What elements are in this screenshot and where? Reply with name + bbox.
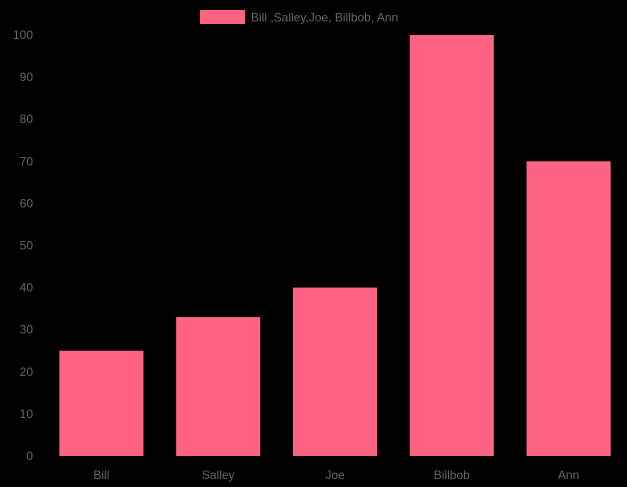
y-tick-label: 80 (20, 112, 34, 126)
legend-swatch (200, 10, 245, 24)
x-tick-label: Salley (202, 468, 235, 482)
bar-bill[interactable] (59, 350, 144, 456)
y-tick-label: 70 (20, 154, 34, 168)
legend[interactable]: Bill ,Salley,Joe, Billbob, Ann (200, 10, 398, 25)
y-tick-label: 0 (26, 449, 33, 463)
y-tick-label: 10 (20, 407, 34, 421)
y-tick-label: 20 (20, 365, 34, 379)
x-tick-label: Billbob (434, 468, 470, 482)
y-tick-label: 100 (13, 28, 33, 42)
y-tick-label: 60 (20, 196, 34, 210)
x-tick-label: Ann (558, 468, 579, 482)
y-tick-label: 30 (20, 323, 34, 337)
bar-ann[interactable] (526, 161, 611, 457)
x-tick-label: Joe (325, 468, 345, 482)
y-axis: 0 10 20 30 40 50 60 70 80 90 100 (13, 28, 33, 463)
x-axis: Bill Salley Joe Billbob Ann (93, 468, 579, 482)
legend-label: Bill ,Salley,Joe, Billbob, Ann (251, 11, 398, 25)
y-tick-label: 40 (20, 281, 34, 295)
y-tick-label: 50 (20, 239, 34, 253)
bar-salley[interactable] (176, 317, 261, 456)
bar-joe[interactable] (292, 287, 378, 456)
x-tick-label: Bill (93, 468, 109, 482)
bar-billbob[interactable] (409, 35, 494, 456)
y-tick-label: 90 (20, 70, 34, 84)
bars (59, 35, 611, 457)
